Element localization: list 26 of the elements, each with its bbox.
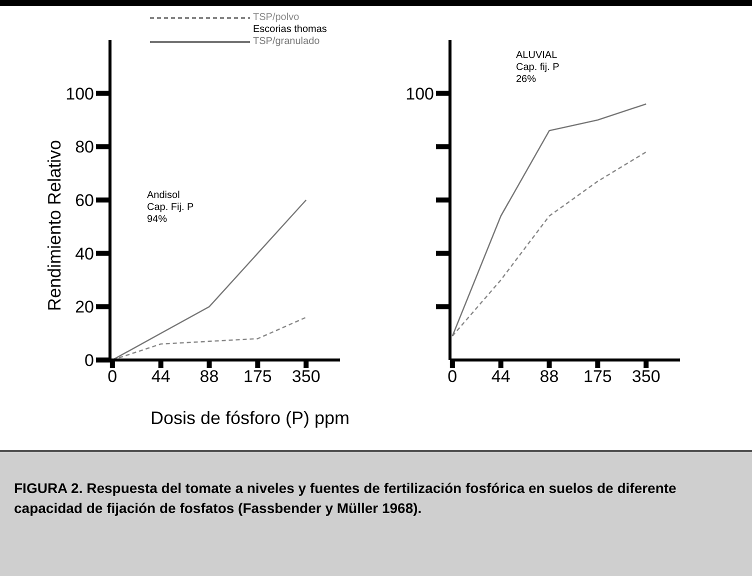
annotation: Andisol Cap. Fij. P 94% xyxy=(147,190,194,226)
text: TSP/granulado xyxy=(253,36,320,48)
x-tick-label: 175 xyxy=(583,367,612,386)
text: TSP/polvo xyxy=(253,12,300,24)
y-tick-label: 20 xyxy=(75,298,94,317)
y-tick-label: 0 xyxy=(84,351,94,370)
x-tick-label: 88 xyxy=(200,367,219,386)
y-tick-label: 40 xyxy=(75,244,94,264)
x-tick-label: 350 xyxy=(292,367,320,386)
x-tick-label: 88 xyxy=(540,367,559,386)
x-tick-label: 350 xyxy=(632,367,660,386)
text: FIGURA 2. Respuesta del tomate a niveles y fuentes de fertilización fosfórica en suelos de diferente capacidad de fijación de fosfatos (Fassbender y Müller 1968). xyxy=(14,479,678,518)
x-axis-title: Dosis de fósforo (P) ppm xyxy=(149,408,351,429)
text: Escorias thomas xyxy=(253,24,327,36)
y-axis-title: Rendimiento Relativo xyxy=(44,138,66,314)
x-tick-label: 0 xyxy=(448,367,458,386)
y-tick-label: 80 xyxy=(75,138,94,157)
x-tick-label: 44 xyxy=(491,367,510,386)
annotation: ALUVIAL Cap. fij. P 26% xyxy=(516,50,560,86)
y-tick-label: 60 xyxy=(75,191,94,210)
y-tick-label: 100 xyxy=(66,84,94,104)
line-series xyxy=(112,199,307,360)
x-tick-label: 175 xyxy=(243,367,272,386)
text: 100 xyxy=(406,84,434,104)
x-tick-label: 0 xyxy=(108,367,118,386)
x-tick-label: 44 xyxy=(151,367,170,386)
